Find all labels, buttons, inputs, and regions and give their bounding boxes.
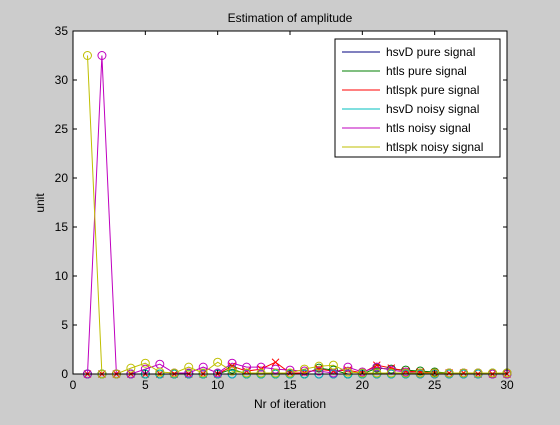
legend-label: hsvD noisy signal <box>386 102 479 116</box>
y-tick-label: 20 <box>55 171 69 185</box>
data-point <box>228 362 236 371</box>
x-tick-label: 20 <box>356 378 370 392</box>
data-point <box>242 368 252 378</box>
data-point-stroke <box>271 358 280 367</box>
y-tick-label: 15 <box>55 220 69 234</box>
data-point <box>155 367 165 377</box>
y-tick-label: 10 <box>55 269 69 283</box>
data-point <box>213 368 223 378</box>
data-point-stroke <box>372 361 381 370</box>
x-tick-label: 0 <box>70 378 77 392</box>
data-point <box>227 366 237 376</box>
legend-label: htls noisy signal <box>386 121 471 135</box>
data-point <box>473 368 483 378</box>
x-tick-label: 5 <box>142 378 149 392</box>
legend-label: htls pure signal <box>386 64 467 78</box>
x-tick-label: 30 <box>500 378 514 392</box>
chart-title: Estimation of amplitude <box>228 11 353 25</box>
data-point <box>314 361 324 371</box>
x-tick-label: 25 <box>428 378 442 392</box>
data-point <box>357 368 367 378</box>
data-point <box>444 368 454 378</box>
data-point <box>343 362 353 372</box>
legend-label: htlspk noisy signal <box>386 140 483 154</box>
data-point <box>415 368 425 378</box>
data-point <box>169 368 179 378</box>
data-point <box>459 368 469 378</box>
x-tick-label: 15 <box>283 378 297 392</box>
data-point <box>126 363 136 373</box>
data-point <box>430 368 440 378</box>
x-axis-label: Nr of iteration <box>254 397 326 411</box>
y-tick-label: 25 <box>55 122 69 136</box>
y-tick-label: 30 <box>55 73 69 87</box>
data-point <box>372 362 382 372</box>
data-point <box>140 358 150 368</box>
data-point <box>198 368 208 378</box>
data-point <box>184 368 194 378</box>
data-point <box>213 357 223 367</box>
data-point <box>256 368 266 378</box>
data-point-stroke <box>228 362 236 371</box>
data-point <box>242 362 252 372</box>
legend-label: hsvD pure signal <box>386 45 475 59</box>
data-point <box>372 368 382 378</box>
data-point <box>285 368 295 378</box>
data-point <box>314 366 324 376</box>
legend-box <box>334 38 501 158</box>
legend: hsvD pure signal htls pure signal htlspk p… <box>334 38 501 158</box>
legend-label: htlspk pure signal <box>386 83 479 97</box>
y-axis-label: unit <box>33 193 47 213</box>
data-point <box>401 368 411 378</box>
data-point <box>256 362 266 372</box>
x-tick-label: 10 <box>211 378 225 392</box>
y-tick-label: 35 <box>55 24 69 38</box>
y-tick-label: 0 <box>61 367 68 381</box>
x-axis: 0 5 10 15 20 25 30 <box>70 31 514 392</box>
data-point <box>372 361 381 370</box>
data-point <box>97 51 107 60</box>
data-point <box>198 362 208 372</box>
data-point <box>488 368 498 378</box>
data-point <box>184 362 194 372</box>
data-point <box>386 368 396 378</box>
data-point <box>82 51 92 60</box>
data-point <box>271 368 281 378</box>
data-point <box>271 364 281 374</box>
data-point <box>271 358 280 367</box>
y-axis: 0 5 10 15 20 25 30 35 <box>55 24 507 381</box>
data-point <box>315 365 323 373</box>
data-point-stroke <box>315 365 323 373</box>
data-point <box>343 367 353 377</box>
data-point <box>299 364 309 374</box>
data-point <box>328 360 338 370</box>
y-tick-label: 5 <box>61 318 68 332</box>
